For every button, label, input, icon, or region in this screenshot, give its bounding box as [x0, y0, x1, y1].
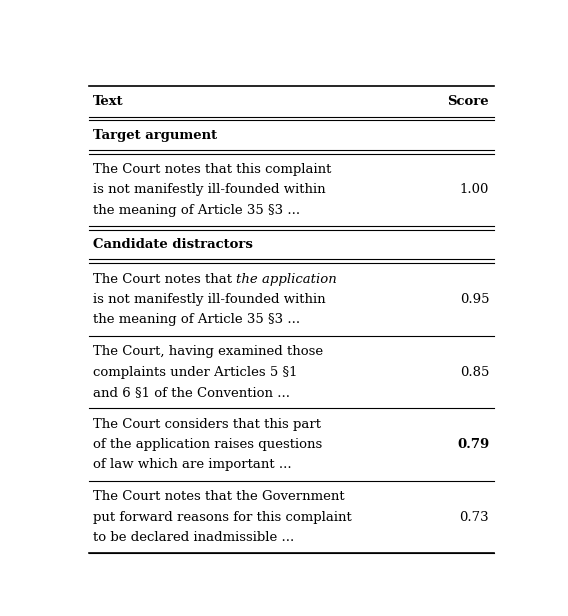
Text: Score: Score	[448, 95, 489, 108]
Text: and 6 §1 of the Convention ...: and 6 §1 of the Convention ...	[93, 386, 290, 399]
Text: The Court, having examined those: The Court, having examined those	[93, 345, 323, 358]
Text: the meaning of Article 35 §3 ...: the meaning of Article 35 §3 ...	[93, 314, 300, 326]
Text: 0.95: 0.95	[460, 293, 489, 306]
Text: the meaning of Article 35 §3 ...: the meaning of Article 35 §3 ...	[93, 204, 300, 217]
Text: is not manifestly ill-founded within: is not manifestly ill-founded within	[93, 184, 325, 197]
Text: Target argument: Target argument	[93, 129, 217, 142]
Text: is not manifestly ill-founded within: is not manifestly ill-founded within	[93, 293, 325, 306]
Text: The Court notes that this complaint: The Court notes that this complaint	[93, 163, 331, 176]
Text: complaints under Articles 5 §1: complaints under Articles 5 §1	[93, 365, 298, 378]
Text: The Court considers that this part: The Court considers that this part	[93, 418, 321, 431]
Text: Text: Text	[93, 95, 124, 108]
Text: to be declared inadmissible ...: to be declared inadmissible ...	[93, 531, 294, 544]
Text: Candidate distractors: Candidate distractors	[93, 238, 253, 251]
Text: 1.00: 1.00	[460, 184, 489, 197]
Text: of law which are important ...: of law which are important ...	[93, 458, 291, 471]
Text: The Court notes that the Government: The Court notes that the Government	[93, 490, 345, 503]
Text: the application: the application	[236, 272, 337, 286]
Text: 0.85: 0.85	[460, 365, 489, 378]
Text: 0.73: 0.73	[460, 511, 489, 524]
Text: put forward reasons for this complaint: put forward reasons for this complaint	[93, 511, 352, 524]
Text: 0.79: 0.79	[457, 438, 489, 451]
Text: of the application raises questions: of the application raises questions	[93, 438, 322, 451]
Text: The Court notes that: The Court notes that	[93, 272, 236, 286]
